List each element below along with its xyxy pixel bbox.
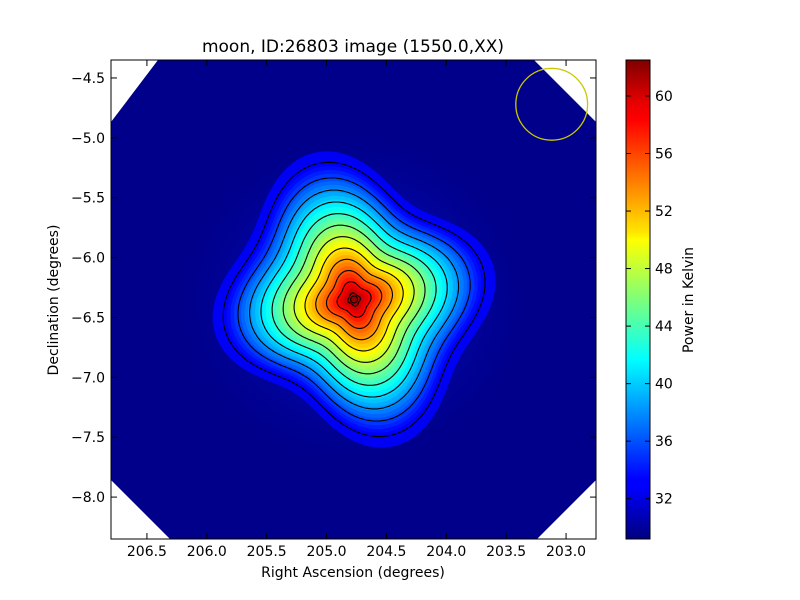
colorbar-tick-label: 32 — [655, 492, 673, 508]
colorbar-label: Power in Kelvin — [681, 247, 697, 353]
contour-line — [336, 281, 372, 318]
y-tick-label: −7.5 — [71, 430, 105, 446]
colorbar: 32 36 40 44 48 52 56 60 Power in Kelvin — [625, 59, 697, 540]
y-tick-label: −5.0 — [71, 131, 105, 147]
x-tick-label: 206.0 — [187, 544, 227, 560]
y-tick-label: −5.5 — [71, 191, 105, 207]
contour-line — [315, 258, 394, 341]
x-tick-label: 206.5 — [127, 544, 167, 560]
contour-layer — [222, 161, 486, 438]
colorbar-tick-label: 52 — [655, 204, 673, 220]
contour-line — [237, 177, 471, 422]
colorbar-tick-label: 40 — [655, 377, 673, 393]
x-tick-label: 204.0 — [426, 544, 466, 560]
y-tick-label: −4.5 — [71, 71, 105, 87]
contour-line — [249, 189, 460, 410]
heatmap-layer — [164, 119, 545, 480]
contour-line — [347, 292, 361, 307]
y-axis-ticks: −4.5 −5.0 −5.5 −6.0 −6.5 −7.0 −7.5 −8.0 — [71, 71, 596, 506]
colorbar-tick-label: 56 — [655, 146, 673, 162]
y-axis-label: Declination (degrees) — [46, 225, 62, 376]
contour-line — [271, 213, 437, 386]
contour-line — [222, 161, 486, 438]
y-tick-label: −8.0 — [71, 490, 105, 506]
colorbar-ticks: 32 36 40 44 48 52 56 60 — [626, 89, 673, 508]
colorbar-tick-label: 36 — [655, 434, 673, 450]
x-tick-label: 205.0 — [307, 544, 347, 560]
colorbar-frame — [625, 59, 651, 540]
chart-title: moon, ID:26803 image (1550.0,XX) — [202, 37, 504, 57]
x-axis-ticks: 206.5 206.0 205.5 205.0 204.5 204.0 203.5 203.0 — [127, 60, 586, 560]
x-tick-label: 203.5 — [486, 544, 526, 560]
colorbar-tick-label: 60 — [655, 89, 673, 105]
x-tick-label: 205.5 — [247, 544, 287, 560]
contour-line — [304, 247, 404, 352]
colorbar-gradient — [626, 60, 650, 539]
contour-line — [350, 295, 359, 304]
contour-line — [293, 236, 415, 363]
contour-line — [325, 270, 383, 329]
x-tick-label: 203.0 — [546, 544, 586, 560]
colorbar-tick-label: 44 — [655, 319, 673, 335]
x-tick-label: 204.5 — [366, 544, 406, 560]
y-tick-label: −6.0 — [71, 251, 105, 267]
contour-line — [282, 224, 426, 375]
heatmap-level-fill — [350, 295, 358, 304]
y-tick-label: −7.0 — [71, 370, 105, 386]
x-axis-label: Right Ascension (degrees) — [261, 565, 445, 581]
contour-line — [260, 201, 448, 398]
plot-frame — [110, 59, 597, 540]
plot-area: 206.5 206.0 205.5 205.0 204.5 204.0 203.5 203.0… — [71, 59, 597, 560]
beam-circle — [515, 67, 589, 141]
colorbar-tick-label: 48 — [655, 262, 673, 278]
y-tick-label: −6.5 — [71, 310, 105, 326]
